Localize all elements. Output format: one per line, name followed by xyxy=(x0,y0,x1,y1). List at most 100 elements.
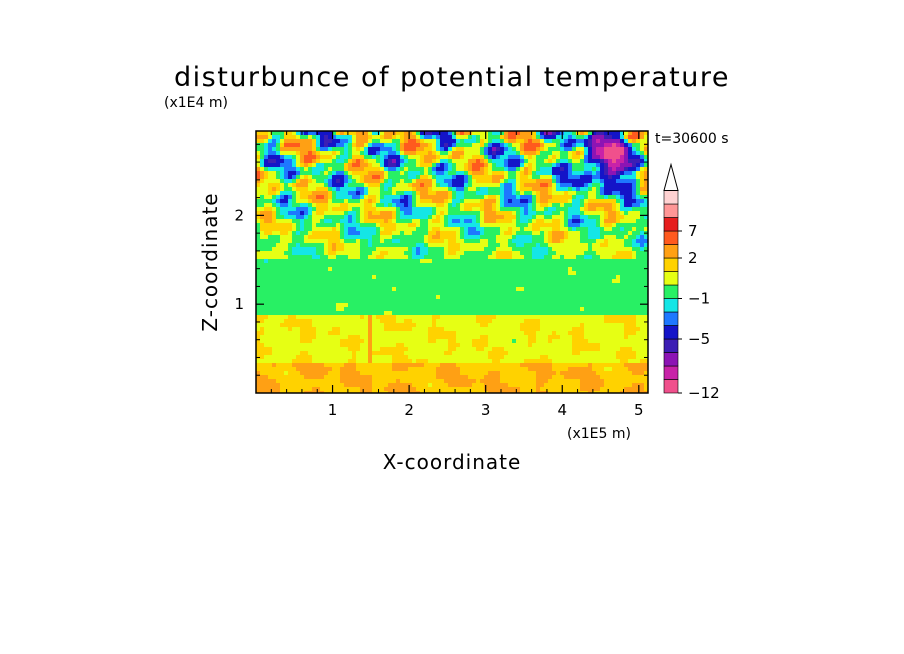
heatmap-cell xyxy=(372,227,377,232)
heatmap-cell xyxy=(324,139,329,144)
heatmap-cell xyxy=(288,315,293,320)
heatmap-cell xyxy=(584,311,589,316)
heatmap-cell xyxy=(400,147,405,152)
heatmap-cell xyxy=(300,215,305,220)
heatmap-cell xyxy=(604,299,609,304)
heatmap-cell xyxy=(564,331,569,336)
heatmap-cell xyxy=(436,195,441,200)
heatmap-cell xyxy=(552,239,557,244)
heatmap-cell xyxy=(400,247,405,252)
heatmap-cell xyxy=(424,303,429,308)
heatmap-cell xyxy=(476,231,481,236)
heatmap-cell xyxy=(568,331,573,336)
heatmap-cell xyxy=(556,167,561,172)
heatmap-cell xyxy=(600,311,605,316)
heatmap-cell xyxy=(584,207,589,212)
heatmap-cell xyxy=(396,183,401,188)
heatmap-cell xyxy=(336,315,341,320)
heatmap-cell xyxy=(280,155,285,160)
heatmap-cell xyxy=(476,243,481,248)
heatmap-cell xyxy=(604,235,609,240)
heatmap-cell xyxy=(352,299,357,304)
heatmap-cell xyxy=(340,319,345,324)
heatmap-cell xyxy=(264,163,269,168)
heatmap-cell xyxy=(592,243,597,248)
heatmap-cell xyxy=(264,255,269,260)
heatmap-cell xyxy=(484,191,489,196)
heatmap-cell xyxy=(556,239,561,244)
heatmap-cell xyxy=(348,255,353,260)
heatmap-cell xyxy=(364,311,369,316)
heatmap-cell xyxy=(316,151,321,156)
heatmap-cell xyxy=(384,155,389,160)
heatmap-cell xyxy=(468,163,473,168)
heatmap-cell xyxy=(428,299,433,304)
heatmap-cell xyxy=(416,263,421,268)
heatmap-cell xyxy=(580,223,585,228)
heatmap-cell xyxy=(256,167,261,172)
heatmap-cell xyxy=(560,303,565,308)
heatmap-cell xyxy=(444,247,449,252)
heatmap-cell xyxy=(592,307,597,312)
heatmap-cell xyxy=(516,315,521,320)
heatmap-cell xyxy=(628,147,633,152)
heatmap-cell xyxy=(548,207,553,212)
heatmap-cell xyxy=(304,175,309,180)
heatmap-cell xyxy=(596,191,601,196)
heatmap-cell xyxy=(552,199,557,204)
heatmap-cell xyxy=(604,215,609,220)
heatmap-cell xyxy=(408,167,413,172)
heatmap-cell xyxy=(428,139,433,144)
heatmap-cell xyxy=(588,327,593,332)
heatmap-cell xyxy=(612,243,617,248)
heatmap-cell xyxy=(604,239,609,244)
heatmap-cell xyxy=(512,215,517,220)
heatmap-cell xyxy=(424,279,429,284)
heatmap-cell xyxy=(636,235,641,240)
heatmap-cell xyxy=(640,235,645,240)
heatmap-cell xyxy=(552,219,557,224)
heatmap-cell xyxy=(320,255,325,260)
heatmap-cell xyxy=(340,151,345,156)
heatmap-cell xyxy=(356,195,361,200)
heatmap-cell xyxy=(556,195,561,200)
heatmap-cell xyxy=(444,187,449,192)
heatmap-cell xyxy=(584,287,589,292)
heatmap-cell xyxy=(380,259,385,264)
heatmap-cell xyxy=(324,155,329,160)
heatmap-cell xyxy=(272,183,277,188)
heatmap-cell xyxy=(256,211,261,216)
heatmap-cell xyxy=(300,323,305,328)
heatmap-cell xyxy=(592,151,597,156)
heatmap-cell xyxy=(504,295,509,300)
heatmap-cell xyxy=(292,199,297,204)
heatmap-cell xyxy=(332,199,337,204)
heatmap-cell xyxy=(312,171,317,176)
heatmap-cell xyxy=(452,227,457,232)
heatmap-cell xyxy=(380,287,385,292)
heatmap-cell xyxy=(512,179,517,184)
heatmap-cell xyxy=(524,175,529,180)
heatmap-cell xyxy=(368,271,373,276)
heatmap-cell xyxy=(496,187,501,192)
heatmap-cell xyxy=(512,299,517,304)
heatmap-cell xyxy=(264,143,269,148)
heatmap-cell xyxy=(568,299,573,304)
heatmap-cell xyxy=(628,159,633,164)
heatmap-cell xyxy=(628,303,633,308)
heatmap-cell xyxy=(532,267,537,272)
heatmap-cell xyxy=(644,263,648,268)
heatmap-cell xyxy=(540,303,545,308)
heatmap-cell xyxy=(608,159,613,164)
heatmap-cell xyxy=(480,303,485,308)
heatmap-cell xyxy=(608,323,613,328)
heatmap-cell xyxy=(308,207,313,212)
heatmap-cell xyxy=(264,187,269,192)
heatmap-cell xyxy=(580,131,585,136)
heatmap-cell xyxy=(320,235,325,240)
heatmap-cell xyxy=(544,215,549,220)
heatmap-cell xyxy=(284,263,289,268)
heatmap-cell xyxy=(492,199,497,204)
heatmap-cell xyxy=(460,179,465,184)
heatmap-cell xyxy=(456,255,461,260)
